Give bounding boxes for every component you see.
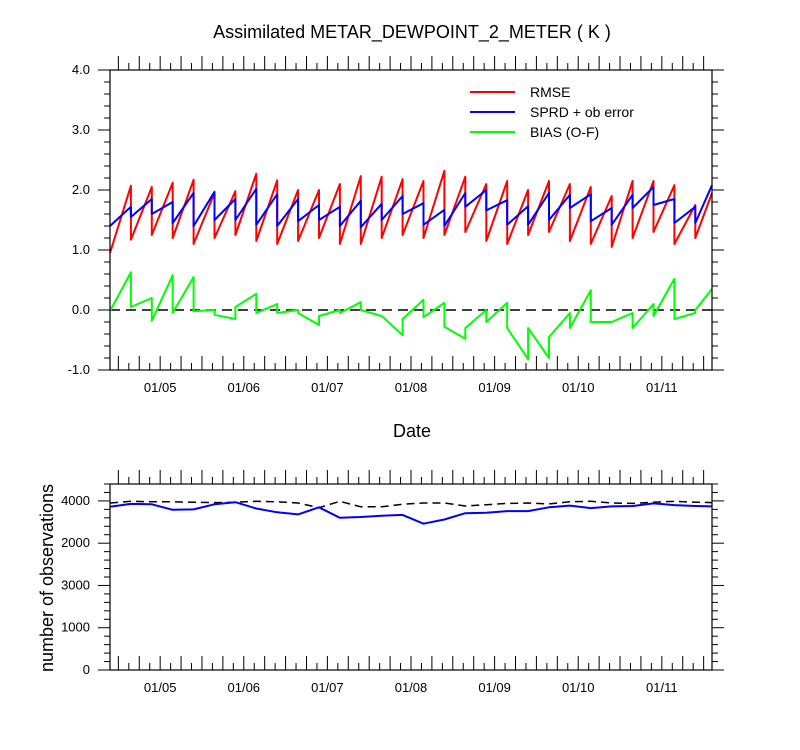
bottom-x-tick-label: 01/06 [228,680,261,695]
top-y-tick-label: 3.0 [72,122,90,137]
bottom-y-tick-label: 0 [83,662,90,677]
top-x-tick-label: 01/05 [144,380,177,395]
y-axis-label: number of observations [37,484,57,672]
bottom-x-tick-label: 01/09 [478,680,511,695]
bottom-x-tick-label: 01/10 [562,680,595,695]
bottom-y-tick-label: 3000 [61,577,90,592]
top-axes: 01/05 01/06 01/07 01/08 01/09 01/10 01/11 -1.0 0… [68,56,724,395]
top-series-line-sprd-ob-error [109,184,713,229]
top-x-tick-label: 01/09 [478,380,511,395]
bottom-x-tick-label: 01/07 [311,680,344,695]
top-series-lines [109,169,713,361]
top-plot-frame [109,69,713,371]
legend: RMSE SPRD + ob error BIAS (O-F) [470,84,634,140]
legend-label: BIAS (O-F) [530,124,599,140]
bottom-y-tick-label: 4000 [61,493,90,508]
top-chart: Assimilated METAR_DEWPOINT_2_METER ( K )… [68,22,724,441]
bottom-y-tick-label: 2000 [61,535,90,550]
top-y-tick-label: 0.0 [72,302,90,317]
top-y-tick-label: -1.0 [68,362,90,377]
bottom-series-line-solid-1 [109,501,713,525]
top-y-tick-label: 2.0 [72,182,90,197]
bottom-chart: 01/05 01/06 01/07 01/08 01/09 01/10 01/11 0 1000… [37,470,724,695]
bottom-x-tick-label: 01/05 [144,680,177,695]
top-y-tick-label: 4.0 [72,62,90,77]
top-x-tick-label: 01/10 [562,380,595,395]
top-x-tick-label: 01/11 [646,380,678,395]
x-axis-label: Date [393,421,431,441]
bottom-x-tick-label: 01/11 [646,680,678,695]
bottom-axes: 01/05 01/06 01/07 01/08 01/09 01/10 01/11 0 1000… [61,470,724,695]
bottom-series-line-dashed-0 [109,500,713,509]
bottom-y-tick-label: 1000 [61,620,90,635]
legend-label: RMSE [530,84,570,100]
top-y-tick-label: 1.0 [72,242,90,257]
top-x-tick-label: 01/07 [311,380,344,395]
top-series-line-bias-o-f [109,271,713,361]
bottom-series-lines [109,500,713,525]
legend-label: SPRD + ob error [530,104,634,120]
bottom-plot-frame [109,483,713,671]
bottom-x-tick-label: 01/08 [395,680,428,695]
top-x-tick-label: 01/06 [228,380,261,395]
top-x-tick-label: 01/08 [395,380,428,395]
chart-title: Assimilated METAR_DEWPOINT_2_METER ( K ) [213,22,611,43]
